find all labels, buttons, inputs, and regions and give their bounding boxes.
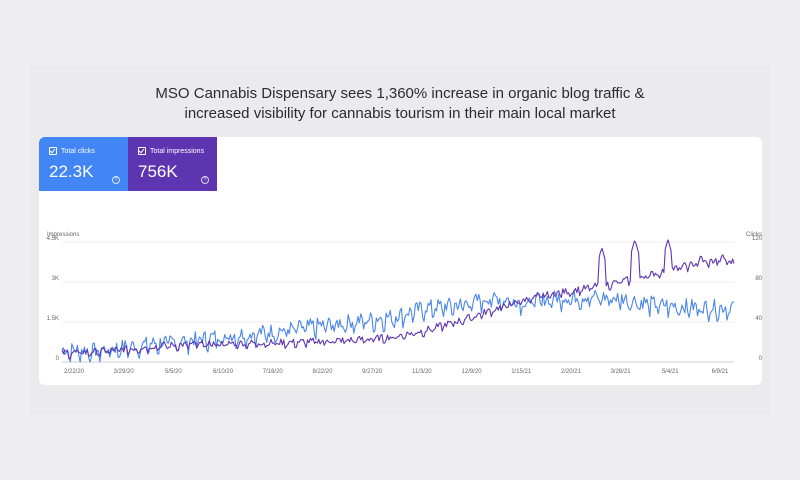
right-axis-title: Clicks — [746, 232, 762, 238]
left-axis-tick-label: 1.5K — [47, 316, 59, 322]
x-axis-tick-label: 2/20/21 — [561, 369, 582, 375]
x-axis-tick-label: 6/10/20 — [213, 369, 234, 375]
headline-line-1: MSO Cannabis Dispensary sees 1,360% incr… — [155, 85, 645, 102]
x-axis-tick-label: 5/5/20 — [165, 369, 182, 375]
page-headline: MSO Cannabis Dispensary sees 1,360% incr… — [0, 84, 800, 124]
left-axis-tick-label: 0 — [56, 356, 60, 362]
total-clicks-value: 22.3K — [49, 162, 94, 181]
help-icon[interactable]: ? — [112, 176, 120, 184]
total-clicks-tab[interactable]: Total clicks 22.3K ? — [39, 137, 128, 191]
x-axis-tick-label: 6/9/21 — [712, 369, 729, 375]
x-axis-tick-label: 3/29/20 — [114, 369, 135, 375]
checkbox-icon[interactable] — [49, 147, 57, 155]
checkbox-icon[interactable] — [138, 147, 146, 155]
x-axis-tick-label: 5/4/21 — [662, 369, 679, 375]
x-axis-tick-label: 2/22/20 — [64, 369, 85, 375]
x-axis-tick-label: 11/3/20 — [412, 369, 432, 375]
performance-chart: 0 0 1.5K 40 3K 80 4.5K 120 Impressions Clicks 2/22… — [47, 232, 762, 375]
series-line-impressions — [61, 239, 735, 360]
left-axis-tick-label: 4.5K — [47, 236, 59, 242]
left-axis-title: Impressions — [47, 232, 79, 238]
total-impressions-label-row: Total impressions — [138, 147, 204, 155]
right-axis-tick-label: 40 — [755, 316, 762, 322]
x-axis-tick-label: 9/27/20 — [362, 369, 383, 375]
total-clicks-label: Total clicks — [61, 147, 95, 155]
series-line-clicks — [61, 289, 734, 363]
x-axis-tick-label: 7/16/20 — [263, 369, 284, 375]
performance-card: Total clicks 22.3K ? Total impressions 7… — [39, 137, 762, 385]
x-axis-tick-label: 1/15/21 — [511, 369, 532, 375]
total-impressions-tab[interactable]: Total impressions 756K ? — [128, 137, 217, 191]
headline-line-2: increased visibility for cannabis touris… — [184, 105, 616, 122]
right-axis-tick-label: 120 — [752, 236, 762, 242]
total-clicks-label-row: Total clicks — [49, 147, 95, 155]
total-impressions-label: Total impressions — [150, 147, 205, 155]
right-axis-tick-label: 0 — [759, 356, 762, 362]
left-axis-tick-label: 3K — [52, 276, 59, 282]
help-icon[interactable]: ? — [201, 176, 209, 184]
right-axis-tick-label: 80 — [755, 276, 762, 282]
total-impressions-value: 756K — [138, 162, 178, 181]
x-axis-tick-label: 3/28/21 — [611, 369, 632, 375]
x-axis-tick-label: 8/22/20 — [312, 369, 333, 375]
x-axis-tick-label: 12/9/20 — [462, 369, 483, 375]
